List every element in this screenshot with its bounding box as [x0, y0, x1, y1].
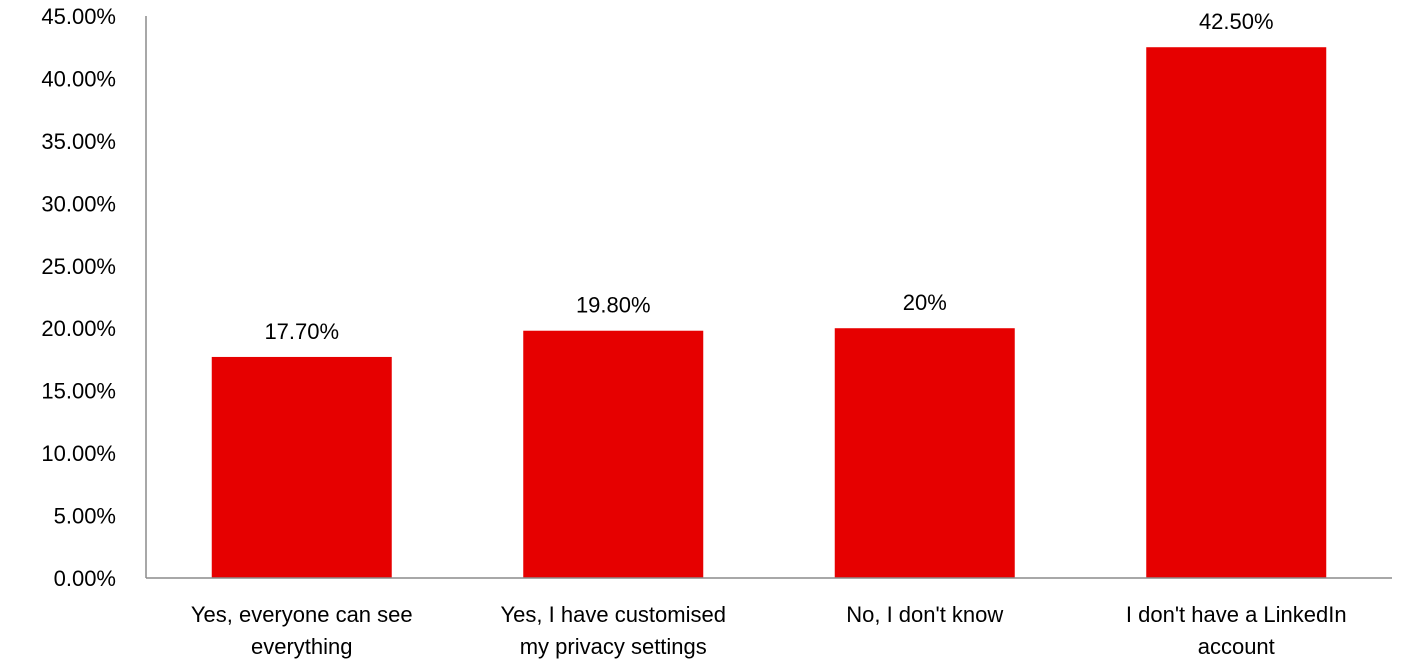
y-tick-label: 30.00%	[41, 191, 116, 216]
bar	[523, 330, 704, 578]
y-axis-ticks: 0.00% 5.00% 10.00% 15.00% 20.00% 25.00% 30.00%…	[41, 4, 116, 591]
bars-group	[211, 47, 1327, 578]
y-tick-label: 0.00%	[54, 566, 116, 591]
x-tick-label: account	[1198, 634, 1275, 659]
x-tick-label: Yes, everyone can see	[191, 602, 413, 627]
data-labels-group: 17.70% 19.80% 20% 42.50%	[264, 9, 1273, 344]
data-label: 17.70%	[264, 319, 339, 344]
data-label: 19.80%	[576, 293, 651, 318]
bar	[1146, 47, 1327, 578]
y-tick-label: 5.00%	[54, 504, 116, 529]
y-tick-label: 25.00%	[41, 254, 116, 279]
data-label: 42.50%	[1199, 9, 1274, 34]
y-tick-label: 40.00%	[41, 66, 116, 91]
y-tick-label: 20.00%	[41, 316, 116, 341]
y-tick-label: 10.00%	[41, 441, 116, 466]
y-tick-label: 15.00%	[41, 379, 116, 404]
axes-group	[145, 16, 1392, 579]
x-tick-label: my privacy settings	[520, 634, 707, 659]
bar	[211, 356, 392, 578]
bar	[834, 328, 1015, 578]
x-tick-label: No, I don't know	[846, 602, 1003, 627]
category-labels-group: Yes, everyone can see everything Yes, I ha…	[191, 602, 1347, 659]
x-tick-label: everything	[251, 634, 353, 659]
data-label: 20%	[903, 290, 947, 315]
x-tick-label: I don't have a LinkedIn	[1126, 602, 1347, 627]
x-tick-label: Yes, I have customised	[501, 602, 726, 627]
y-tick-label: 45.00%	[41, 4, 116, 29]
y-tick-label: 35.00%	[41, 129, 116, 154]
